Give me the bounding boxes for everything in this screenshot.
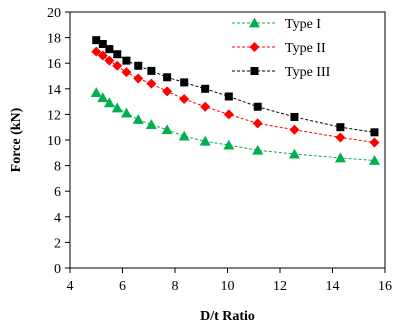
data-point bbox=[90, 87, 102, 98]
y-tick-label: 20 bbox=[47, 6, 61, 21]
data-point bbox=[224, 92, 233, 101]
legend-item: Type I bbox=[232, 17, 321, 32]
data-point bbox=[97, 50, 108, 61]
data-point bbox=[370, 128, 379, 137]
series-type-iii bbox=[92, 36, 379, 137]
data-point bbox=[121, 67, 132, 78]
data-point bbox=[132, 114, 144, 124]
y-tick-label: 0 bbox=[54, 262, 61, 277]
y-tick-label: 18 bbox=[47, 32, 61, 47]
legend-item: Type II bbox=[232, 41, 326, 56]
data-point bbox=[252, 144, 264, 155]
data-point bbox=[120, 107, 132, 118]
y-tick-label: 4 bbox=[54, 211, 61, 226]
data-point bbox=[223, 139, 235, 150]
data-point bbox=[180, 78, 189, 87]
x-axis-title: D/t Ratio bbox=[200, 309, 255, 324]
data-point bbox=[290, 112, 299, 121]
data-point bbox=[223, 109, 234, 120]
legend-marker bbox=[250, 67, 259, 75]
x-tick-label: 14 bbox=[326, 279, 340, 294]
data-point bbox=[104, 55, 115, 66]
legend-marker bbox=[249, 42, 260, 52]
y-tick-label: 2 bbox=[54, 236, 61, 251]
data-point bbox=[112, 60, 123, 71]
data-point bbox=[369, 137, 380, 148]
x-tick-label: 10 bbox=[221, 279, 235, 294]
data-point bbox=[161, 124, 173, 135]
legend-item: Type III bbox=[232, 65, 331, 80]
y-tick-label: 12 bbox=[47, 108, 61, 123]
y-axis: 0 2 4 6 8 10 12 14 16 18 20 bbox=[47, 6, 70, 277]
legend-label: Type III bbox=[285, 65, 331, 80]
series-type-i bbox=[90, 87, 380, 165]
data-point bbox=[336, 123, 345, 132]
data-point bbox=[162, 86, 173, 97]
data-point bbox=[103, 97, 115, 108]
data-point bbox=[369, 154, 380, 165]
y-tick-label: 6 bbox=[54, 185, 61, 200]
data-point bbox=[105, 45, 114, 54]
series-type-ii bbox=[91, 46, 380, 148]
data-point bbox=[163, 73, 172, 82]
x-tick-label: 16 bbox=[378, 279, 392, 294]
y-tick-label: 8 bbox=[54, 160, 61, 175]
x-tick-label: 8 bbox=[172, 279, 179, 294]
x-axis: 4 6 8 10 12 14 16 bbox=[67, 268, 392, 294]
data-point bbox=[253, 102, 262, 111]
data-point bbox=[289, 124, 300, 135]
data-point bbox=[178, 130, 190, 141]
data-point bbox=[133, 73, 144, 84]
y-tick-label: 10 bbox=[47, 134, 61, 149]
data-point bbox=[288, 148, 300, 159]
data-point bbox=[145, 119, 157, 130]
data-point bbox=[134, 61, 143, 70]
data-point bbox=[199, 135, 211, 146]
data-point bbox=[335, 132, 346, 143]
y-axis-title: Force (kN) bbox=[9, 107, 24, 172]
data-point bbox=[92, 36, 101, 45]
legend-label: Type I bbox=[285, 17, 321, 32]
data-point bbox=[91, 46, 102, 57]
series-line bbox=[95, 92, 375, 161]
legend-label: Type II bbox=[285, 41, 326, 56]
series-layer bbox=[90, 36, 380, 165]
legend: Type I Type II Type III bbox=[232, 17, 331, 80]
data-point bbox=[113, 50, 122, 59]
data-point bbox=[98, 40, 107, 48]
data-point bbox=[201, 84, 210, 93]
data-point bbox=[146, 78, 157, 89]
data-point bbox=[179, 94, 190, 105]
x-tick-label: 12 bbox=[273, 279, 287, 294]
data-point bbox=[252, 118, 263, 129]
data-point bbox=[111, 102, 123, 113]
data-point bbox=[97, 92, 109, 103]
x-tick-label: 6 bbox=[119, 279, 126, 294]
x-tick-label: 4 bbox=[67, 279, 74, 294]
data-point bbox=[147, 66, 156, 75]
data-point bbox=[122, 56, 131, 65]
legend-marker bbox=[249, 17, 260, 28]
y-tick-label: 16 bbox=[47, 57, 61, 72]
data-point bbox=[200, 101, 211, 112]
y-tick-label: 14 bbox=[47, 83, 61, 98]
data-point bbox=[334, 152, 346, 163]
